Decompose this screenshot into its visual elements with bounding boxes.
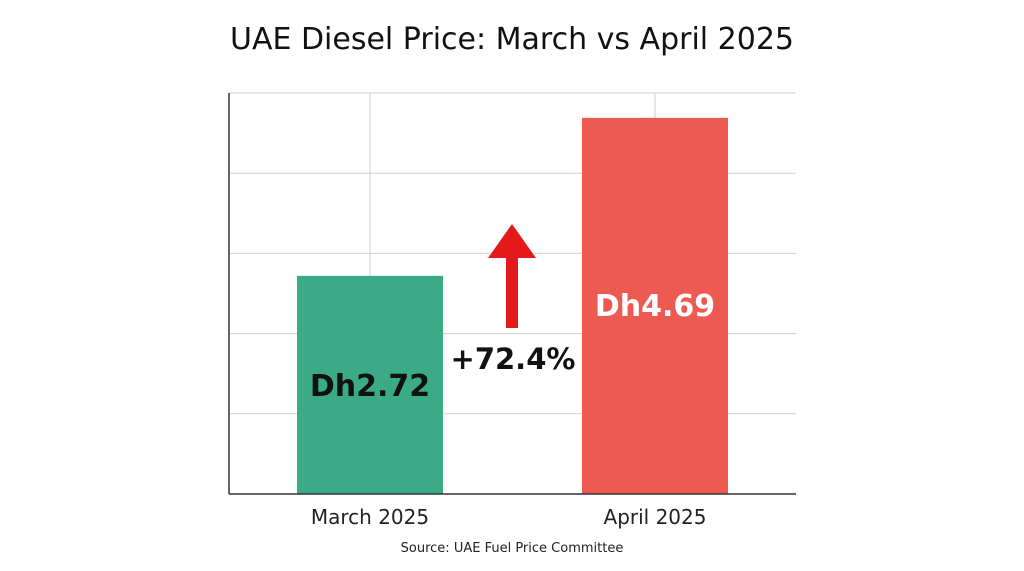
change-percent-label: +72.4% <box>451 342 576 376</box>
change-annotation: +72.4% <box>451 224 576 376</box>
chart-title: UAE Diesel Price: March vs April 2025 <box>229 22 794 57</box>
x-tick-label-march: March 2025 <box>311 505 429 529</box>
bars: Dh2.72 Dh4.69 <box>297 117 728 494</box>
bar-march <box>297 275 443 494</box>
source-note: Source: UAE Fuel Price Committee <box>400 541 624 556</box>
axes: March 2025 April 2025 <box>228 93 796 529</box>
bar-april <box>582 117 728 494</box>
data-label-march: Dh2.72 <box>310 369 430 404</box>
up-arrow-icon <box>488 224 536 328</box>
data-label-april: Dh4.69 <box>595 289 715 324</box>
x-tick-label-april: April 2025 <box>604 505 707 529</box>
